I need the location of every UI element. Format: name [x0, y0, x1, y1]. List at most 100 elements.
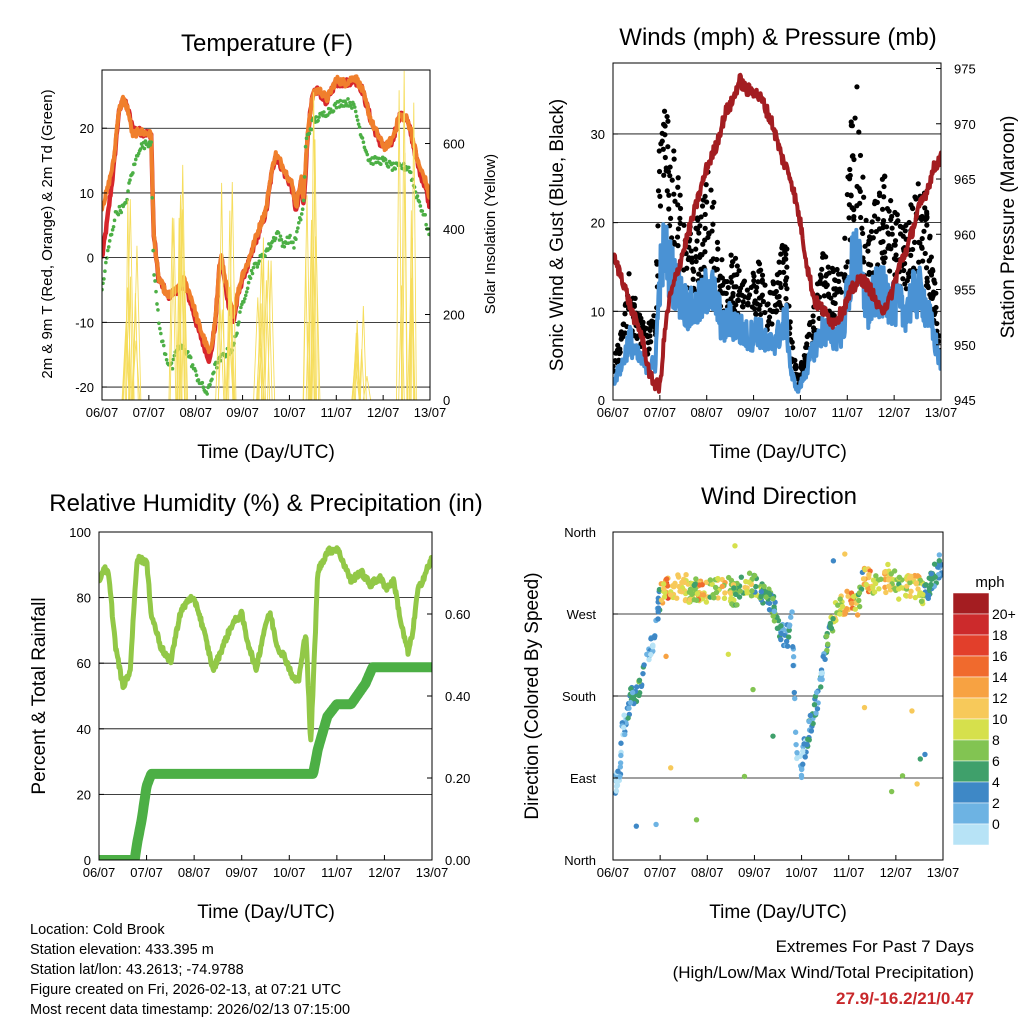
temperature-solar-insolation-spike	[226, 285, 236, 400]
winds-x-tick-label: 06/07	[597, 405, 630, 420]
temperature-2m-td-point	[423, 213, 427, 217]
wind_direction-direction-point	[917, 756, 923, 762]
wind_direction-direction-point	[907, 593, 913, 599]
wind_direction-direction-point	[731, 585, 737, 591]
figure-created: Figure created on Fri, 2026-02-13, at 07…	[30, 982, 342, 998]
temperature-solar-insolation-spike	[359, 305, 367, 400]
winds-gust-point	[762, 309, 768, 316]
temperature-2m-td-point	[205, 392, 209, 396]
wind_direction-direction-point	[801, 741, 807, 747]
temperature-2m-td-point	[156, 308, 160, 312]
wind_direction-direction-point	[687, 596, 693, 603]
temperature-2m-td-point	[196, 378, 201, 382]
wind_direction-direction-point	[626, 705, 632, 711]
wind_direction-direction-point	[728, 577, 735, 584]
temperature-y-label: 2m & 9m T (Red, Orange) & 2m Td (Green)	[39, 89, 56, 378]
winds-gust-point	[675, 226, 682, 232]
winds-gust-point	[767, 289, 773, 295]
wind_direction-direction-point	[737, 588, 743, 594]
temperature-2m-td-point	[157, 321, 161, 326]
winds-gust-point	[757, 311, 764, 318]
temperature-x-tick-label: 13/07	[414, 405, 447, 420]
wind_direction-direction-point	[766, 606, 773, 613]
temperature-x-tick-label: 07/07	[133, 405, 166, 420]
temperature-2m-td-point	[148, 143, 153, 147]
winds-gust-point	[690, 276, 696, 282]
winds-gust-point	[889, 213, 895, 220]
wind_direction-direction-point	[811, 702, 818, 708]
temperature-2m-td-point	[292, 246, 296, 250]
wind_direction-direction-point	[892, 585, 898, 592]
winds-gust-point	[741, 278, 748, 284]
colorbar-label: 12	[992, 690, 1008, 706]
temperature-solar-insolation-spike	[177, 221, 186, 400]
temperature-2m-td-point	[133, 162, 137, 166]
winds-gust-point	[733, 302, 739, 308]
winds-gust-point	[911, 239, 918, 245]
temperature-solar-insolation-spike	[258, 303, 264, 400]
wind_direction-series-body	[613, 543, 943, 829]
temperature-2m-td-point	[302, 175, 307, 179]
winds-gust-point	[849, 205, 855, 211]
wind_direction-direction-point	[928, 571, 935, 577]
temperature-solar-insolation-spike	[407, 278, 416, 400]
winds-gust-point	[632, 295, 638, 301]
wind_direction-direction-point	[820, 653, 826, 660]
winds-gust-point	[860, 230, 866, 237]
temperature-2m-td-point	[249, 268, 254, 273]
temperature-2m-td-point	[104, 260, 108, 265]
wind_direction-direction-point	[721, 595, 728, 602]
temperature-x-tick-label: 11/07	[320, 405, 352, 420]
humidity-series	[99, 545, 432, 860]
winds-gust-point	[740, 304, 746, 310]
winds-gust-point	[887, 268, 893, 274]
winds-gust-point	[903, 286, 909, 292]
wind_direction-direction-point	[896, 574, 903, 581]
wind_direction-x-tick-label: 09/07	[738, 865, 771, 880]
temperature-2m-td-point	[124, 200, 128, 205]
temperature-solar-insolation-series	[121, 70, 417, 400]
temperature-2m-td-point	[371, 162, 375, 166]
temperature-2m-td-point	[393, 167, 398, 171]
wind_direction-direction-point	[914, 781, 920, 787]
temperature-y-tick-label: 20	[80, 121, 94, 136]
temperature-2m-td-point	[257, 259, 262, 263]
winds-gust-point	[792, 357, 798, 363]
winds-gust-point	[675, 175, 681, 181]
winds-gust-point	[677, 205, 684, 212]
winds-gust-point	[753, 311, 759, 317]
temperature-2m-td-point	[331, 109, 336, 113]
winds-gust-point	[658, 141, 664, 147]
winds-gust-point	[865, 241, 871, 247]
humidity-y-tick-label: 60	[77, 656, 91, 671]
winds-gust-point	[764, 323, 771, 329]
winds-gust-point	[874, 199, 880, 205]
temperature-9m-t-line	[102, 74, 430, 355]
temperature-y2-tick-label: 400	[443, 222, 465, 237]
wind_direction-direction-point	[658, 597, 665, 603]
speed-colorbar: mph 20+ 18 16 14 12 10 8 6 4 2 0	[952, 574, 1016, 846]
winds-gust-point	[784, 286, 790, 292]
station-info: Location: Cold Brook Station elevation: …	[30, 920, 350, 1020]
temperature-y-tick-label: -10	[75, 315, 94, 330]
temperature-2m-td-point	[131, 171, 135, 175]
colorbar-swatch	[952, 697, 990, 720]
humidity-y2-tick-label: 0.40	[445, 689, 470, 704]
winds-gust-point	[729, 263, 735, 269]
winds-gust-point	[897, 231, 904, 237]
temperature-2m-td-point	[126, 189, 130, 193]
temperature-2m-td-point	[255, 265, 260, 269]
colorbar-swatch	[952, 613, 990, 636]
wind_direction-direction-point	[734, 602, 740, 608]
wind_direction-x-tick-label: 10/07	[785, 865, 818, 880]
temperature-2m-td-point	[250, 271, 255, 276]
winds-gust-point	[669, 177, 675, 183]
winds-gust-point	[880, 238, 886, 245]
temperature-solar-insolation-spike	[176, 260, 183, 400]
temperature-2m-td-point	[276, 231, 281, 235]
wind_direction-direction-point	[675, 572, 681, 578]
humidity-x-tick-label: 07/07	[130, 865, 163, 880]
winds-y-tick-label: 0	[598, 393, 605, 408]
winds-y2-tick-label: 970	[954, 117, 976, 132]
winds-station-pressure-series	[613, 72, 941, 394]
